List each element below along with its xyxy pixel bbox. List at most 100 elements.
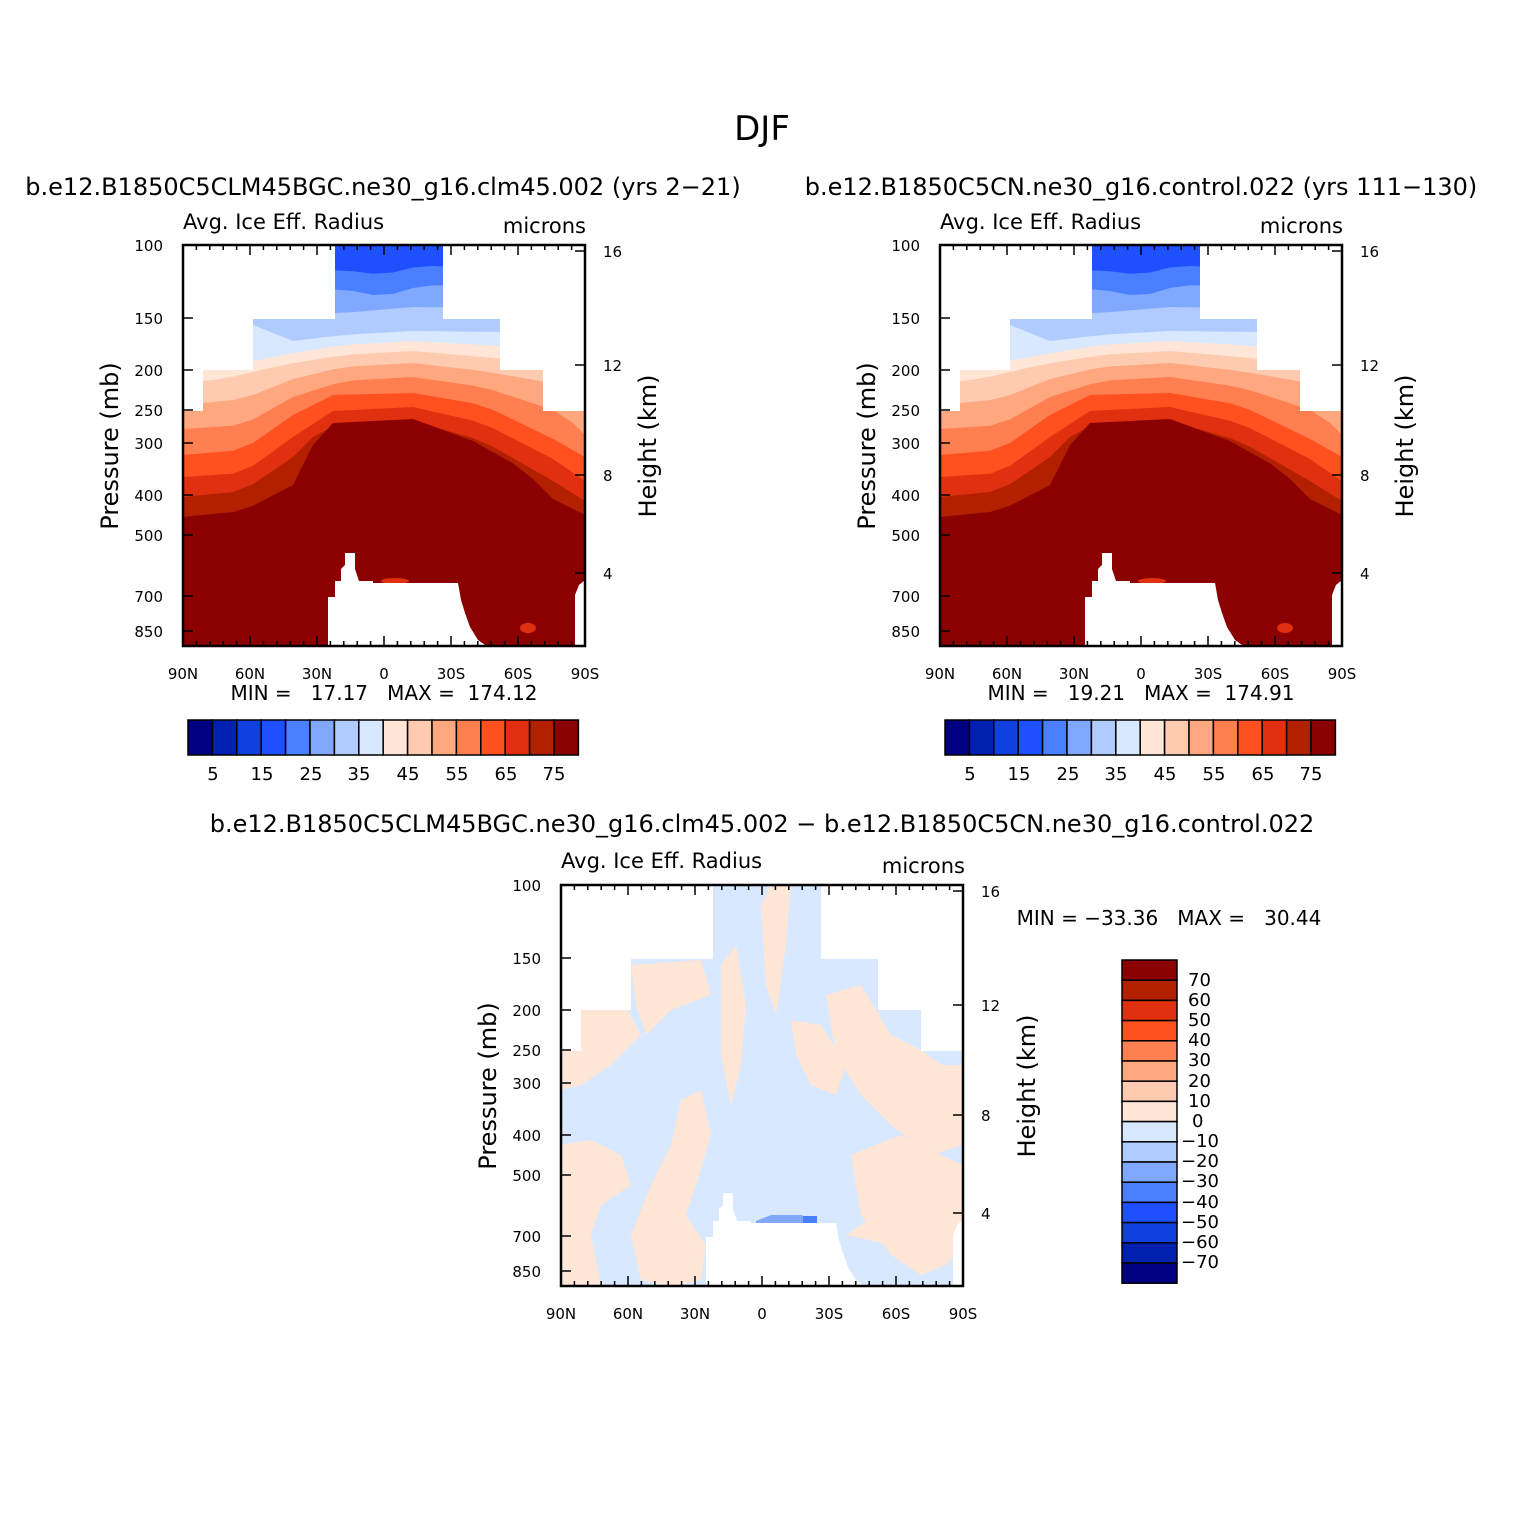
panel-3-y-tick-label: 150: [512, 950, 541, 968]
panel-1-colorbar-swatch: [528, 719, 555, 756]
panel-3-terrain: [953, 1220, 963, 1287]
panel-3-y-tick-label: 850: [512, 1263, 541, 1281]
panel-1-colorbar-swatch: [455, 719, 482, 756]
panel-2-feature: [1138, 578, 1166, 584]
panel-2-units: microns: [1260, 214, 1343, 238]
panel-1-y-tick-label: 500: [134, 527, 163, 545]
panel-1-colorbar-swatch: [504, 719, 531, 756]
panel-2-x-tick-label: 30S: [1194, 665, 1223, 683]
panel-3-colorbar-label: 40: [1188, 1030, 1211, 1051]
panel-1-colorbar-swatch: [431, 719, 458, 756]
panel-3-y-right-tick-label: 12: [981, 997, 1000, 1015]
panel-2-y-tick-label: 100: [891, 237, 920, 255]
panel-2-x-tick-label: 0: [1136, 665, 1146, 683]
panel-2-y-tick-label: 500: [891, 527, 920, 545]
panel-3-colorbar-swatch: [1121, 1201, 1178, 1224]
panel-2-colorbar-swatch: [1139, 719, 1166, 756]
panel-3-colorbar-label: 60: [1188, 990, 1211, 1011]
panel-3-colorbar-swatch: [1121, 1019, 1178, 1042]
panel-2-case-title: b.e12.B1850C5CN.ne30_g16.control.022 (yr…: [805, 173, 1478, 201]
panel-3-colorbar-swatch: [1121, 1120, 1178, 1143]
panel-2-colorbar-swatch: [1188, 719, 1215, 756]
panel-3-x-tick-label: 0: [757, 1305, 767, 1323]
panel-3-mask-top: [561, 885, 963, 1051]
panel-1-x-tick-label: 90S: [571, 665, 600, 683]
panel-3-contour-field: [561, 885, 963, 1287]
panel-1-colorbar-swatch: [211, 719, 238, 756]
panel-3-colorbar-label: −50: [1181, 1212, 1219, 1233]
panel-1-y-right-tick-label: 16: [603, 243, 622, 261]
panel-3-patch-3: [631, 1090, 711, 1287]
panel-1-x-tick-label: 90N: [168, 665, 198, 683]
panel-3-colorbar-swatch: [1121, 1221, 1178, 1244]
panel-3-colorbar-label: −20: [1181, 1151, 1219, 1172]
panel-1-colorbar-label: 75: [543, 764, 566, 785]
panel-2-colorbar-label: 75: [1300, 764, 1323, 785]
panel-3-colorbar-label: 20: [1188, 1071, 1211, 1092]
panel-3-colorbar-swatch: [1121, 1100, 1178, 1123]
panel-3-y-tick-label: 200: [512, 1002, 541, 1020]
panel-3-x-tick-label: 30S: [815, 1305, 844, 1323]
panel-3-ticks: [560, 884, 964, 1286]
panel-2: b.e12.B1850C5CN.ne30_g16.control.022 (yr…: [805, 173, 1478, 785]
panel-2-colorbar-swatch: [1017, 719, 1044, 756]
panel-2-y-right-tick-label: 8: [1360, 467, 1370, 485]
panel-1-colorbar-swatch: [382, 719, 409, 756]
panel-3-y-right-axis-label: Height (km): [1013, 1015, 1041, 1158]
panel-1-y-tick-label: 100: [134, 237, 163, 255]
panel-2-colorbar-swatch: [1237, 719, 1263, 756]
panel-1-colorbar-swatch: [260, 719, 287, 756]
panel-3-colorbar-label: 10: [1188, 1091, 1211, 1112]
panel-1-feature: [520, 623, 536, 633]
panel-2-colorbar-swatch: [993, 719, 1019, 756]
panel-3-colorbar-label: 70: [1188, 970, 1211, 991]
panel-1-y-right-axis-label: Height (km): [634, 375, 662, 518]
panel-3-y-tick-label: 100: [512, 877, 541, 895]
panel-1-colorbar-label: 15: [251, 764, 274, 785]
panel-2-colorbar: [944, 719, 1337, 756]
panel-1-feature: [381, 578, 409, 584]
panel-2-colorbar-swatch: [1163, 719, 1190, 756]
panel-1-y-tick-label: 150: [134, 310, 163, 328]
panel-2-colorbar-label: 65: [1252, 764, 1275, 785]
panel-3-colorbar-label: −60: [1181, 1232, 1219, 1253]
panel-3-colorbar-swatch: [1121, 979, 1178, 1002]
panel-1-colorbar-swatch: [187, 719, 214, 756]
panel-1-colorbar-label: 35: [348, 764, 371, 785]
panel-3-patch-4: [721, 945, 746, 1105]
panel-3-x-tick-label: 90S: [949, 1305, 978, 1323]
panel-3-y-right-tick-label: 4: [981, 1205, 991, 1223]
panel-1-y-tick-label: 400: [134, 487, 163, 505]
panel-1-left-title: Avg. Ice Eff. Radius: [183, 210, 384, 234]
panel-2-feature: [1277, 623, 1293, 633]
panel-2-left-title: Avg. Ice Eff. Radius: [940, 210, 1141, 234]
panel-3-patch-neg: [756, 1215, 816, 1225]
panel-1: b.e12.B1850C5CLM45BGC.ne30_g16.clm45.002…: [25, 173, 740, 785]
panel-1-colorbar-label: 55: [446, 764, 469, 785]
panel-1-mask-top: [183, 245, 585, 411]
panel-3-patch-neg: [803, 1216, 817, 1224]
panel-2-colorbar-label: 45: [1154, 764, 1177, 785]
panel-2-x-tick-label: 30N: [1059, 665, 1089, 683]
panel-3-colorbar-label: 0: [1192, 1111, 1203, 1132]
panel-1-plot: [181, 243, 587, 648]
panel-2-ticks: [939, 244, 1343, 646]
panel-2-colorbar-label: 55: [1203, 764, 1226, 785]
panel-2-x-tick-label: 90N: [925, 665, 955, 683]
panel-3-patch-9: [846, 1185, 911, 1245]
panel-3-left-title: Avg. Ice Eff. Radius: [561, 849, 762, 873]
panel-2-terrain: [1332, 580, 1342, 647]
panel-2-plot: [938, 243, 1344, 648]
panel-2-colorbar-label: 25: [1057, 764, 1080, 785]
panel-1-colorbar-swatch: [309, 719, 336, 756]
panel-3-x-tick-label: 60S: [882, 1305, 911, 1323]
panel-2-y-tick-label: 300: [891, 435, 920, 453]
panel-3-colorbar-swatch: [1121, 1060, 1178, 1082]
panel-2-y-tick-label: 250: [891, 402, 920, 420]
panel-3-colorbar-swatch: [1121, 999, 1178, 1022]
panel-3-colorbar-swatch: [1121, 1242, 1178, 1264]
panel-2-y-tick-label: 200: [891, 362, 920, 380]
panel-3-patch-5: [761, 885, 791, 1015]
panel-2-min-max: MIN = 19.21 MAX = 174.91: [987, 681, 1294, 705]
panel-3-y-tick-label: 400: [512, 1127, 541, 1145]
